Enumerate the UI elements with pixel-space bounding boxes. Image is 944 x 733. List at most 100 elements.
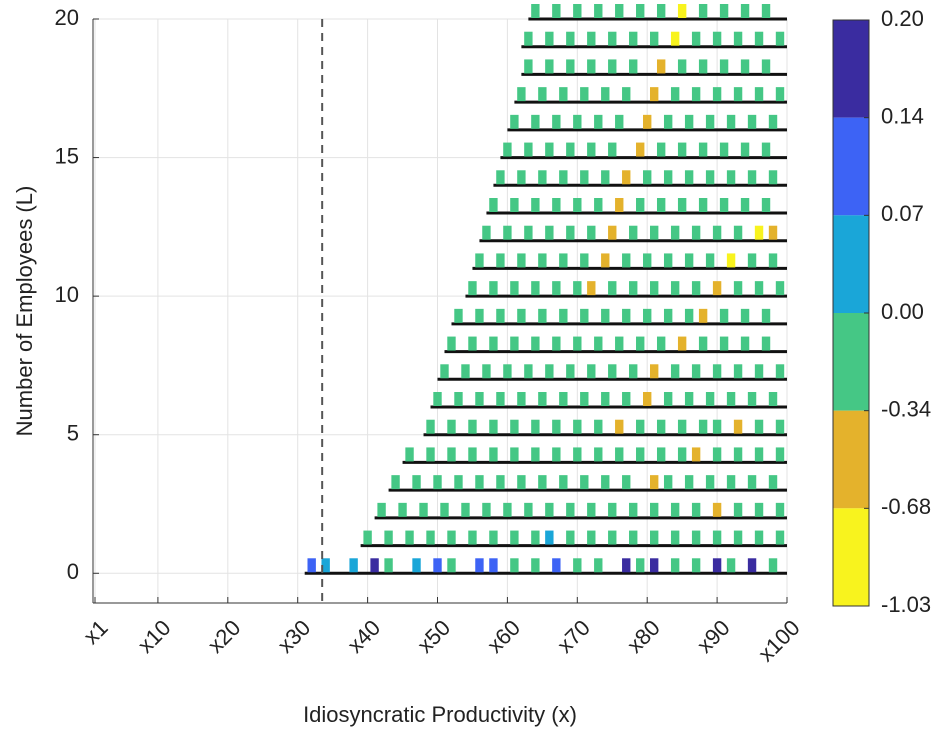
cell (719, 336, 729, 351)
cell (629, 364, 638, 379)
cell (677, 198, 687, 212)
cell (636, 198, 645, 212)
cell (649, 530, 659, 545)
cell (608, 59, 617, 74)
cell (524, 364, 533, 379)
cell (566, 530, 575, 545)
cell (670, 364, 680, 379)
cell (740, 336, 750, 351)
cell (489, 447, 498, 462)
cell (580, 392, 589, 406)
colorbar-band (833, 215, 869, 313)
cell (489, 281, 498, 296)
cell (740, 142, 750, 157)
cell (552, 336, 561, 351)
cell (545, 142, 554, 157)
cell (629, 31, 638, 46)
cell (768, 225, 778, 240)
cell (594, 198, 603, 212)
cell (538, 308, 547, 323)
cell (531, 336, 540, 351)
cell (712, 225, 722, 240)
cell (573, 4, 582, 18)
cell (677, 59, 687, 74)
cell (691, 447, 701, 462)
cell (475, 475, 484, 490)
cell (747, 114, 757, 129)
cell (712, 447, 722, 462)
cell (615, 4, 624, 18)
cell (761, 59, 771, 74)
cell (775, 447, 785, 462)
cell (712, 87, 722, 102)
cell (566, 364, 575, 379)
cell (552, 447, 561, 462)
cell (510, 336, 519, 351)
cell (775, 87, 785, 102)
colorbar-label: -1.03 (881, 592, 931, 617)
cell (468, 281, 477, 296)
cell (566, 142, 575, 157)
cell (663, 392, 673, 406)
cell (663, 253, 673, 268)
cell (510, 198, 519, 212)
cell (482, 225, 491, 240)
cell (691, 530, 701, 545)
cell (684, 253, 694, 268)
cell (594, 419, 603, 434)
y-tick-label: 10 (55, 282, 79, 307)
cell (447, 530, 456, 545)
cell (531, 4, 540, 18)
cell (684, 114, 694, 129)
cell (468, 447, 477, 462)
cell (531, 114, 540, 129)
cell (517, 308, 526, 323)
cell (649, 502, 659, 517)
cell (601, 308, 610, 323)
cell (705, 392, 715, 406)
cell (754, 447, 764, 462)
colorbar-band (833, 410, 869, 509)
cell (545, 225, 554, 240)
cell (622, 475, 631, 490)
cell (761, 308, 771, 323)
cell (587, 502, 596, 517)
cell (531, 447, 540, 462)
cell (384, 530, 393, 545)
cell (747, 558, 757, 573)
colorbar-band (833, 313, 869, 411)
cell (726, 114, 736, 129)
cell (412, 475, 421, 490)
cell (538, 170, 547, 185)
cell (475, 558, 484, 573)
cell (677, 4, 687, 18)
cell (698, 308, 708, 323)
cell (580, 87, 589, 102)
cell (454, 308, 463, 323)
cell (391, 475, 400, 490)
cell (426, 419, 435, 434)
cell (510, 114, 519, 129)
cell (684, 170, 694, 185)
cell (559, 308, 568, 323)
cell (510, 530, 519, 545)
cell (649, 87, 659, 102)
cell (656, 198, 666, 212)
cell (670, 558, 680, 573)
cell (691, 281, 701, 296)
cell (552, 4, 561, 18)
cell (608, 31, 617, 46)
cell (670, 530, 680, 545)
cell (496, 392, 505, 406)
cell (538, 475, 547, 490)
cell (482, 364, 491, 379)
cell (775, 502, 785, 517)
cell (566, 225, 575, 240)
cell (538, 392, 547, 406)
cell (719, 198, 729, 212)
cell (698, 4, 708, 18)
cell (719, 4, 729, 18)
cell (552, 419, 561, 434)
cell (726, 253, 736, 268)
cell (733, 281, 743, 296)
